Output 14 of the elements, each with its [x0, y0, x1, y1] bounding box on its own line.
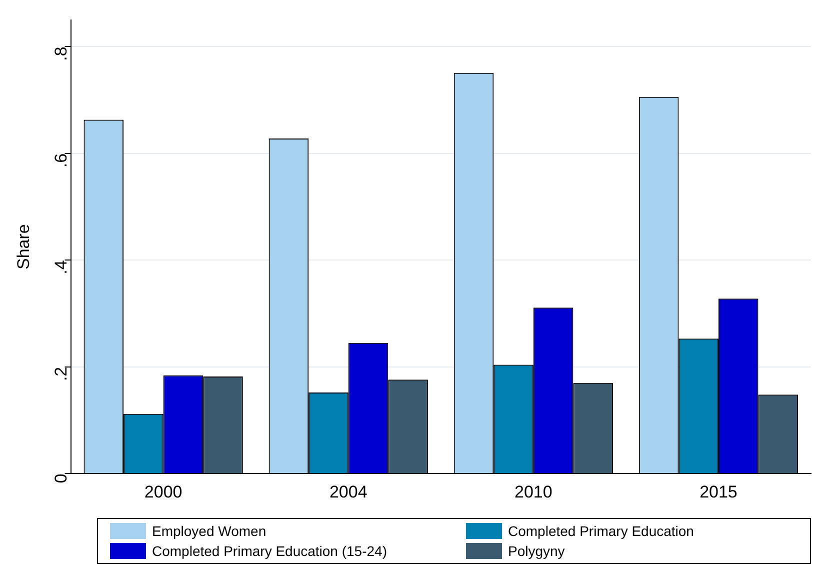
y-axis-title: Share: [14, 224, 33, 270]
legend-label: Employed Women: [152, 523, 266, 539]
legend-label: Completed Primary Education (15-24): [152, 543, 387, 559]
legend-label: Completed Primary Education: [508, 523, 694, 539]
y-tick-label: .6: [51, 153, 70, 168]
x-tick-label: 2004: [329, 482, 368, 502]
x-tick-label: 2015: [700, 482, 738, 502]
x-tick-label: 2010: [514, 482, 552, 502]
x-tick-label: 2000: [144, 482, 182, 502]
legend-label: Polygyny: [508, 543, 565, 559]
y-tick-label: .4: [51, 260, 70, 274]
y-tick-label: .8: [51, 46, 70, 61]
y-tick-label: 0: [51, 474, 70, 484]
y-tick-label: .2: [51, 366, 70, 382]
